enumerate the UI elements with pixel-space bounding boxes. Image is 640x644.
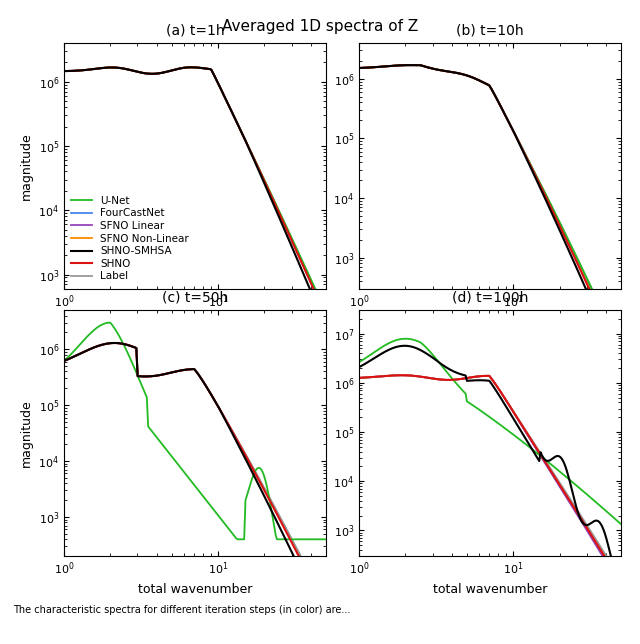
Title: (a) t=1h: (a) t=1h <box>166 24 224 37</box>
Text: The characteristic spectra for different iteration steps (in color) are...: The characteristic spectra for different… <box>13 605 350 616</box>
Text: Averaged 1D spectra of Z: Averaged 1D spectra of Z <box>222 19 418 34</box>
Y-axis label: magnitude: magnitude <box>20 399 33 467</box>
Title: (b) t=10h: (b) t=10h <box>456 24 524 37</box>
Title: (c) t=50h: (c) t=50h <box>162 291 228 305</box>
Y-axis label: magnitude: magnitude <box>20 132 33 200</box>
Legend: U-Net, FourCastNet, SFNO Linear, SFNO Non-Linear, SHNO-SMHSA, SHNO, Label: U-Net, FourCastNet, SFNO Linear, SFNO No… <box>67 192 193 286</box>
X-axis label: total wavenumber: total wavenumber <box>138 583 252 596</box>
Title: (d) t=100h: (d) t=100h <box>452 291 528 305</box>
X-axis label: total wavenumber: total wavenumber <box>433 583 547 596</box>
